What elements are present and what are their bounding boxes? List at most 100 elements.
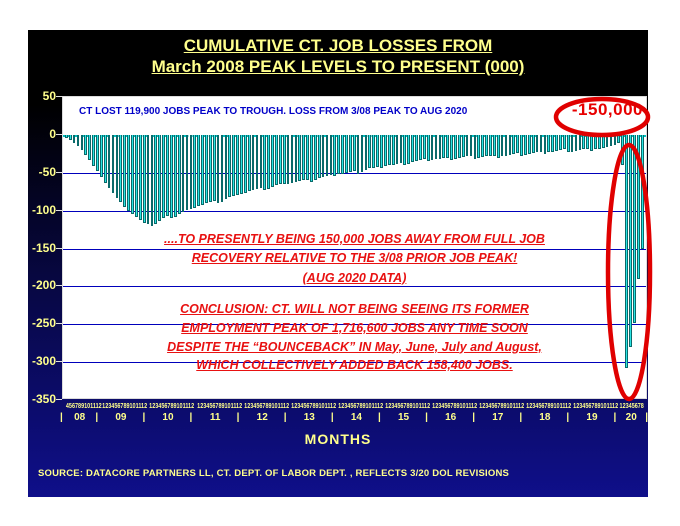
bar-month-10	[173, 135, 177, 217]
year-label-12: 12	[237, 411, 286, 425]
y-tick-label: -250	[31, 316, 56, 331]
bar-month-08	[68, 135, 72, 141]
bar-month-11	[212, 135, 216, 201]
bar-month-19	[598, 135, 601, 149]
bar-month-11	[197, 135, 200, 207]
bar-month-11	[220, 135, 224, 202]
bar-month-08	[84, 135, 88, 155]
bar-month-12	[255, 135, 259, 189]
bar-month-16	[438, 135, 442, 159]
x-axis-month-digits: 456789101112 123456789101112 1234567891011…	[62, 402, 647, 411]
bar-month-16	[454, 135, 457, 159]
bar-month-19	[566, 135, 570, 153]
bar-month-09	[131, 135, 134, 214]
bar-month-13	[286, 135, 290, 185]
gridline	[63, 286, 646, 288]
bar-month-14	[337, 135, 341, 175]
bar-month-08	[96, 135, 99, 172]
bar-month-14	[372, 135, 376, 168]
bar-month-18	[524, 135, 527, 155]
bar-month-17	[504, 135, 508, 156]
gridline	[63, 248, 646, 250]
bar-month-19	[586, 135, 590, 149]
bar-month-18	[543, 135, 547, 154]
current-loss-value: -150,000	[571, 100, 643, 119]
bar-month-19	[605, 135, 609, 148]
slide-background: CUMULATIVE CT. JOB LOSSES FROM March 200…	[28, 30, 653, 497]
y-tick-mark	[56, 361, 62, 363]
bar-month-16	[442, 135, 446, 158]
bar-month-12	[282, 135, 286, 184]
bar-month-13	[298, 135, 302, 182]
bar-month-15	[411, 135, 414, 163]
bar-month-13	[294, 135, 298, 182]
bar-month-15	[407, 135, 411, 164]
bar-month-18	[520, 135, 523, 156]
bar-month-10	[185, 135, 189, 210]
bar-month-09	[115, 135, 119, 198]
bar-month-12	[275, 135, 278, 185]
bar-month-19	[590, 135, 593, 151]
year-label-08: 08	[60, 411, 97, 425]
bar-month-10	[158, 135, 162, 221]
gridline	[63, 172, 646, 174]
y-tick-label: 50	[42, 89, 56, 103]
bar-month-13	[306, 135, 309, 180]
bar-month-17	[500, 135, 504, 157]
month-digit-group-08: 456789101112	[65, 403, 102, 410]
x-axis-title: MONTHS	[304, 431, 372, 447]
bar-month-15	[384, 135, 387, 167]
bar-month-10	[162, 135, 165, 218]
bar-month-20	[621, 135, 625, 166]
year-label-20: 20	[614, 411, 647, 425]
bar-month-15	[422, 135, 426, 160]
bar-month-19	[570, 135, 574, 152]
y-tick-label: -300	[31, 354, 56, 369]
gridline	[63, 210, 646, 212]
year-label-10: 10	[142, 411, 191, 425]
bar-month-14	[368, 135, 372, 169]
y-tick-mark	[56, 171, 62, 173]
bar-month-16	[469, 135, 473, 157]
bar-month-17	[481, 135, 484, 157]
bar-month-14	[376, 135, 379, 167]
y-tick-label: -50	[38, 164, 56, 179]
month-digit-group-14: 123456789101112	[338, 403, 384, 410]
bar-month-17	[516, 135, 519, 154]
bar-month-19	[594, 135, 597, 150]
source-note: SOURCE: DATACORE PARTNERS LL, CT. DEPT. …	[38, 468, 510, 479]
bar-month-16	[430, 135, 434, 160]
bar-month-18	[531, 135, 535, 154]
bar-month-08	[65, 135, 68, 138]
bar-month-08	[76, 135, 80, 147]
bar-month-18	[559, 135, 562, 151]
year-label-11: 11	[190, 411, 239, 425]
bar-month-13	[329, 135, 333, 176]
x-axis-year-labels: 08091011121314151617181920|	[60, 411, 648, 425]
bar-month-16	[457, 135, 461, 158]
bar-month-17	[492, 135, 496, 156]
month-digit-group-11: 123456789101112	[196, 403, 242, 410]
bar-month-09	[127, 135, 130, 211]
bar-month-18	[539, 135, 543, 152]
bar-month-09	[111, 135, 115, 194]
bar-month-12	[259, 135, 263, 188]
bar-month-12	[278, 135, 282, 185]
bar-month-17	[512, 135, 516, 154]
month-digit-group-19: 123456789101112	[573, 403, 619, 410]
bar-month-14	[345, 135, 348, 173]
month-digit-group-12: 123456789101112	[243, 403, 289, 410]
month-digit-group-15: 123456789101112	[385, 403, 431, 410]
month-digit-group-13: 123456789101112	[290, 403, 336, 410]
bar-month-12	[243, 135, 247, 193]
bar-month-18	[555, 135, 558, 151]
bar-month-19	[578, 135, 582, 151]
bar-month-19	[609, 135, 613, 147]
year-label-14: 14	[331, 411, 380, 425]
bar-month-08	[92, 135, 95, 167]
bar-month-15	[403, 135, 407, 166]
bar-month-12	[240, 135, 243, 195]
month-digit-group-10: 123456789101112	[149, 403, 195, 410]
bar-month-11	[228, 135, 232, 198]
bar-month-19	[601, 135, 605, 148]
